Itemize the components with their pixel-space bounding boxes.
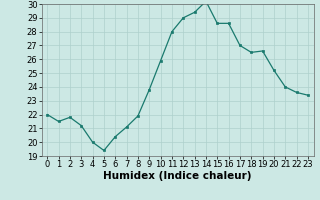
X-axis label: Humidex (Indice chaleur): Humidex (Indice chaleur) [103,171,252,181]
